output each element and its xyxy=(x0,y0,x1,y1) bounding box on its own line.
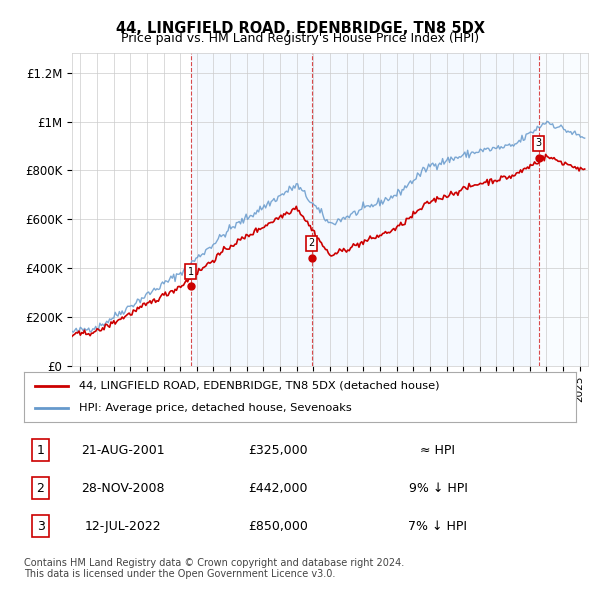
Text: 12-JUL-2022: 12-JUL-2022 xyxy=(85,520,161,533)
Text: 44, LINGFIELD ROAD, EDENBRIDGE, TN8 5DX (detached house): 44, LINGFIELD ROAD, EDENBRIDGE, TN8 5DX … xyxy=(79,381,440,391)
Text: ≈ HPI: ≈ HPI xyxy=(421,444,455,457)
Text: HPI: Average price, detached house, Sevenoaks: HPI: Average price, detached house, Seve… xyxy=(79,403,352,413)
Text: 3: 3 xyxy=(37,520,44,533)
Text: 1: 1 xyxy=(188,267,194,277)
Text: 28-NOV-2008: 28-NOV-2008 xyxy=(82,481,165,494)
Text: £442,000: £442,000 xyxy=(248,481,308,494)
Text: 3: 3 xyxy=(536,139,542,149)
Text: 21-AUG-2001: 21-AUG-2001 xyxy=(82,444,165,457)
Bar xyxy=(539,53,588,366)
Bar xyxy=(312,53,539,366)
Text: Contains HM Land Registry data © Crown copyright and database right 2024.: Contains HM Land Registry data © Crown c… xyxy=(24,558,404,568)
Text: £325,000: £325,000 xyxy=(248,444,308,457)
Text: Price paid vs. HM Land Registry's House Price Index (HPI): Price paid vs. HM Land Registry's House … xyxy=(121,32,479,45)
Text: £850,000: £850,000 xyxy=(248,520,308,533)
Text: 2: 2 xyxy=(37,481,44,494)
Bar xyxy=(191,53,312,366)
Text: 7% ↓ HPI: 7% ↓ HPI xyxy=(409,520,467,533)
Text: This data is licensed under the Open Government Licence v3.0.: This data is licensed under the Open Gov… xyxy=(24,569,335,579)
Text: 9% ↓ HPI: 9% ↓ HPI xyxy=(409,481,467,494)
Text: 1: 1 xyxy=(37,444,44,457)
Text: 2: 2 xyxy=(309,238,315,248)
Text: 44, LINGFIELD ROAD, EDENBRIDGE, TN8 5DX: 44, LINGFIELD ROAD, EDENBRIDGE, TN8 5DX xyxy=(115,21,485,35)
